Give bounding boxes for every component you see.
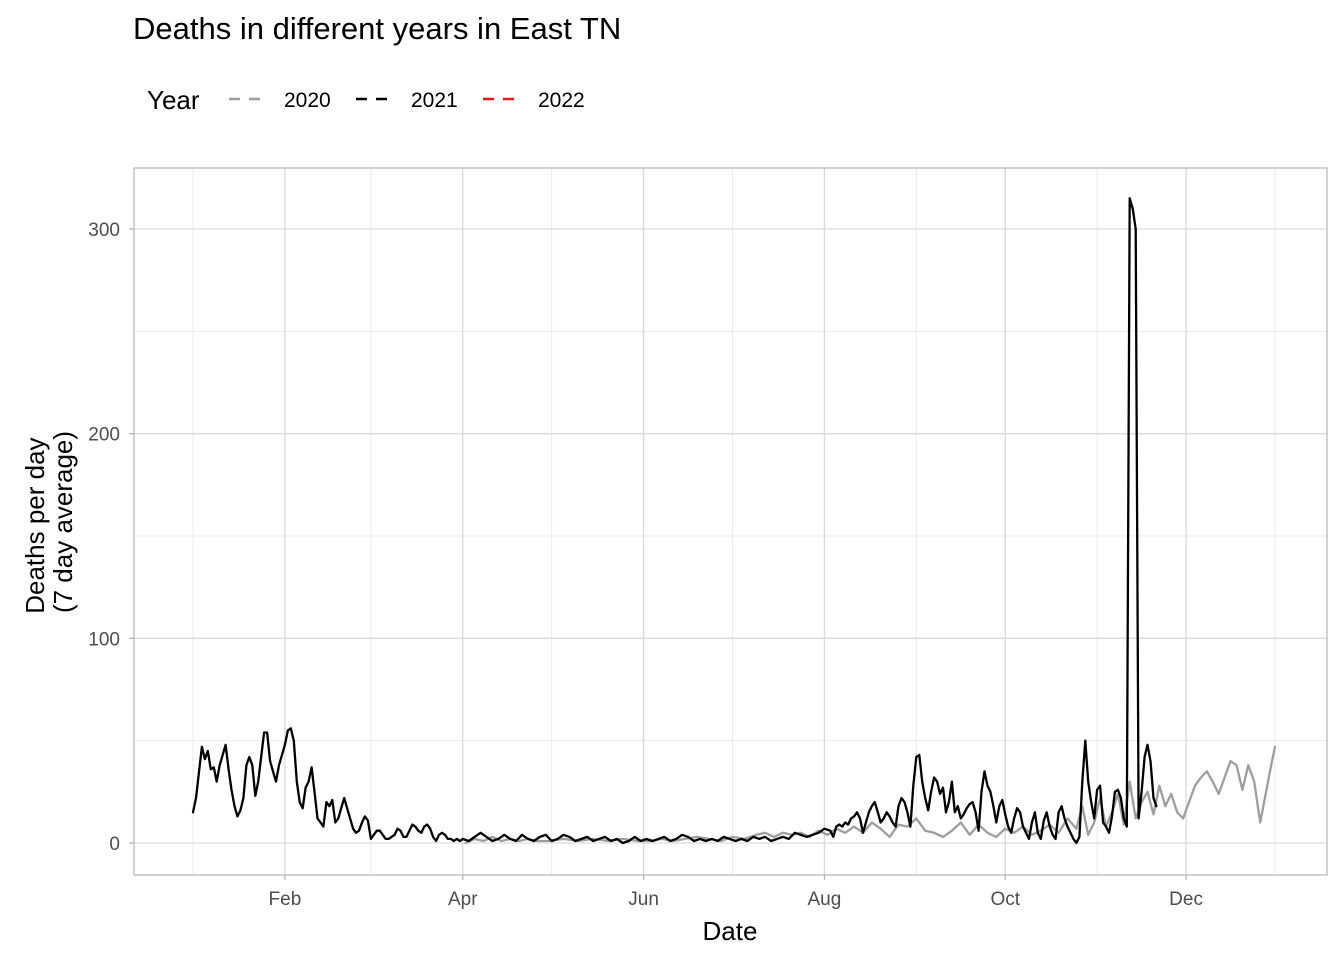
series-layer (191, 197, 1277, 845)
legend-label-2022: 2022 (538, 89, 585, 112)
x-axis-title: Date (703, 916, 758, 946)
legend-label-2021: 2021 (411, 89, 458, 112)
y-axis-title: Deaths per day (7 day average) (20, 430, 78, 614)
x-tick-label: Dec (1169, 889, 1203, 910)
chart-title: Deaths in different years in East TN (133, 11, 621, 46)
y-tick-label: 200 (88, 425, 120, 446)
panel-border (133, 167, 1328, 876)
x-tick-label: Jun (628, 889, 659, 910)
legend-title: Year (147, 85, 200, 115)
y-tick-label: 100 (88, 629, 120, 650)
x-tick-label: Feb (269, 889, 302, 910)
y-axis-title-line-1: Deaths per day (20, 437, 50, 613)
x-tick-label: Apr (448, 889, 478, 910)
x-axis: Feb Apr Jun Aug Oct Dec (269, 875, 1203, 910)
x-tick-label: Aug (808, 889, 842, 910)
x-tick-label: Oct (990, 889, 1020, 910)
legend: Year 2020 2021 2022 (147, 85, 585, 115)
legend-label-2020: 2020 (284, 89, 331, 112)
y-tick-label: 0 (109, 834, 120, 855)
y-axis-title-line-2: (7 day average) (48, 431, 78, 613)
plot-panel (133, 167, 1328, 876)
y-tick-label: 300 (88, 220, 120, 241)
y-axis: 0 100 200 300 (88, 220, 134, 855)
series-line-2021 (191, 197, 1158, 845)
grid-minor (134, 168, 1327, 875)
